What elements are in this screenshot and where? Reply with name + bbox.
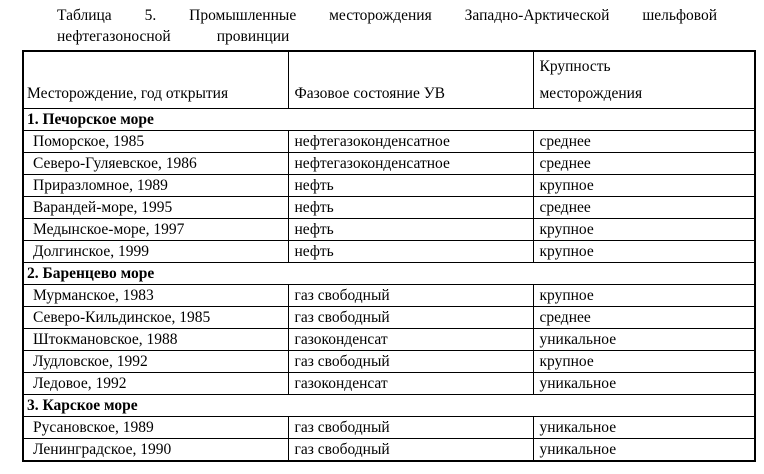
deposit-name-cell: Мурманское, 1983 (22, 284, 289, 307)
table-row: Поморское, 1985 нефтегазоконденсатное сред… (22, 130, 756, 153)
phase-state-cell: газ свободный (287, 306, 534, 329)
phase-state-cell: нефть (287, 218, 534, 241)
phase-state-cell: газоконденсат (287, 328, 534, 351)
table-header-row: Месторождение, год открытия Фазовое сост… (22, 50, 756, 109)
table-row: Долгинское, 1999 нефть крупное (22, 240, 756, 263)
deposit-name-cell: Северо-Кильдинское, 1985 (22, 306, 289, 329)
table-row: Медынское-море, 1997 нефть крупное (22, 218, 756, 241)
size-cell: среднее (532, 196, 756, 219)
deposit-name-cell: Приразломное, 1989 (22, 174, 289, 197)
size-cell: среднее (532, 152, 756, 175)
caption-word-gap (171, 40, 217, 41)
table-row: Ленинградское, 1990 газ свободный уникальн… (22, 438, 756, 462)
column-header-size: Крупность месторождения (532, 50, 756, 109)
deposit-name-cell: Поморское, 1985 (22, 130, 289, 153)
phase-state-cell: газ свободный (287, 438, 534, 462)
section-header-row: 1. Печорское море (22, 108, 756, 131)
deposit-name-cell: Северо-Гуляевское, 1986 (22, 152, 289, 175)
table-row: Мурманское, 1983 газ свободный крупное (22, 284, 756, 307)
table-caption-line2-word1: нефтегазоносной (57, 28, 171, 45)
table-row: Северо-Кильдинское, 1985 газ свободный сре… (22, 306, 756, 329)
table-row: Приразломное, 1989 нефть крупное (22, 174, 756, 197)
column-header-phase-state: Фазовое состояние УВ (287, 50, 534, 109)
size-cell: среднее (532, 306, 756, 329)
deposit-name-cell: Русановское, 1989 (22, 416, 289, 439)
size-cell: крупное (532, 174, 756, 197)
size-cell: уникальное (532, 416, 756, 439)
size-cell: уникальное (532, 372, 756, 395)
section-header-row: 2. Баренцево море (22, 262, 756, 285)
deposits-table: Месторождение, год открытия Фазовое сост… (22, 50, 756, 462)
table-row: Русановское, 1989 газ свободный уникальное (22, 416, 756, 439)
deposits-table-body: 1. Печорское море Поморское, 1985 нефтегаз… (22, 108, 756, 462)
table-caption: Таблица 5. Промышленные месторождения За… (57, 5, 717, 47)
table-caption-line2-word2: провинции (216, 28, 290, 45)
phase-state-cell: нефтегазоконденсатное (287, 130, 534, 153)
deposit-name-cell: Варандей-море, 1995 (22, 196, 289, 219)
size-cell: среднее (532, 130, 756, 153)
table-row: Варандей-море, 1995 нефть среднее (22, 196, 756, 219)
section-header: 2. Баренцево море (22, 262, 756, 285)
table-caption-line2: нефтегазоносной провинции (57, 26, 717, 47)
deposit-name-cell: Ледовое, 1992 (22, 372, 289, 395)
deposit-name-cell: Штокмановское, 1988 (22, 328, 289, 351)
size-cell: уникальное (532, 328, 756, 351)
table-row: Лудловское, 1992 газ свободный крупное (22, 350, 756, 373)
size-cell: крупное (532, 240, 756, 263)
table-row: Штокмановское, 1988 газоконденсат уникальн… (22, 328, 756, 351)
deposit-name-cell: Ленинградское, 1990 (22, 438, 289, 462)
phase-state-cell: газ свободный (287, 284, 534, 307)
size-cell: крупное (532, 350, 756, 373)
phase-state-cell: газоконденсат (287, 372, 534, 395)
column-header-size-label: Крупность месторождения (539, 58, 643, 102)
size-cell: крупное (532, 284, 756, 307)
size-cell: крупное (532, 218, 756, 241)
phase-state-cell: нефть (287, 174, 534, 197)
table-row: Ледовое, 1992 газоконденсат уникальное (22, 372, 756, 395)
section-header-row: 3. Карское море (22, 394, 756, 417)
table-caption-line1: Таблица 5. Промышленные месторождения За… (57, 7, 717, 24)
section-header: 1. Печорское море (22, 108, 756, 131)
phase-state-cell: нефть (287, 240, 534, 263)
deposit-name-cell: Долгинское, 1999 (22, 240, 289, 263)
column-header-deposit: Месторождение, год открытия (22, 50, 289, 109)
table-row: Северо-Гуляевское, 1986 нефтегазоконденса… (22, 152, 756, 175)
section-header: 3. Карское море (22, 394, 756, 417)
phase-state-cell: газ свободный (287, 350, 534, 373)
size-cell: уникальное (532, 438, 756, 462)
deposit-name-cell: Медынское-море, 1997 (22, 218, 289, 241)
phase-state-cell: нефтегазоконденсатное (287, 152, 534, 175)
phase-state-cell: газ свободный (287, 416, 534, 439)
phase-state-cell: нефть (287, 196, 534, 219)
deposit-name-cell: Лудловское, 1992 (22, 350, 289, 373)
